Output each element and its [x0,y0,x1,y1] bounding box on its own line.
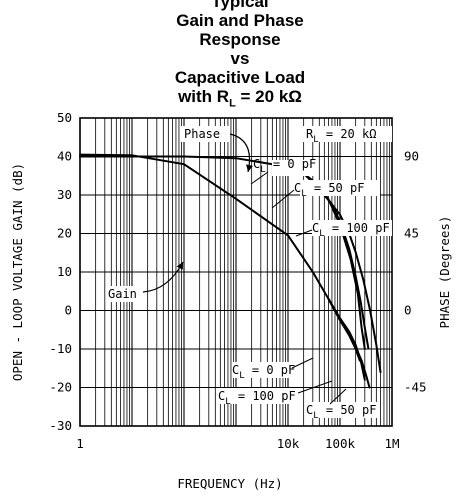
gain-tick-label: 0 [64,303,72,318]
phase-cl-100pf-label: CL = 100 pF [312,221,390,239]
phase-cl-50pf-label: CL = 50 pF [294,181,364,199]
gain-tick-label: -10 [49,341,72,356]
x-tick-label: 1M [384,436,399,451]
phase-arrow-head [246,164,253,172]
tick-labels: 50 40 30 20 10 0 -10 -20 -30 90 45 0 -45 1 10k 100k 1M [49,110,426,451]
gain-tick-label: 20 [57,226,72,241]
gain-label: Gain [108,287,137,301]
chart-title: Typical Gain and Phase Response vs Capac… [100,0,380,113]
chart-annotations: RL = 20 kΩ Phase Gain CL = 0 pF CL = 50 pF CL… [106,126,392,421]
phase-cl-50pf-leader [271,189,295,209]
y-axis-label: OPEN - LOOP VOLTAGE GAIN (dB) [10,163,25,381]
gain-cl-0pf-label: CL = 0 pF [232,363,295,381]
label-background [218,388,296,404]
phase-tick-label: 0 [404,303,412,318]
gain-cl-100pf-leader [297,380,333,394]
gain-arrow-head [176,262,183,270]
phase-curve-phase-c-l-50-pf [302,172,382,374]
gain-tick-label: 10 [57,264,72,279]
x-axis-label: FREQUENCY (Hz) [177,476,282,491]
plot-border [79,117,393,427]
gain-tick-label: -30 [49,418,72,433]
label-background [300,180,380,196]
label-background [300,126,392,142]
phase-label: Phase [184,127,220,141]
gain-cl-50pf-leader [329,388,347,405]
title-line-1: Typical [211,0,269,11]
label-background [180,126,230,142]
phase-cl-0pf-leader [250,171,269,185]
phase-cl-0pf-label: CL = 0 pF [253,157,316,175]
x-tick-label: 100k [325,436,356,451]
axis-labels: FREQUENCY (Hz) OPEN - LOOP VOLTAGE GAIN (… [10,163,452,491]
phase-tick-label: -45 [404,380,427,395]
title-line-2: Gain and Phase [176,11,304,30]
chart-grid [79,117,392,427]
title-line-6: with RL = 20 kΩ [100,87,380,113]
x-tick-label: 10k [277,436,300,451]
gain-cl-50pf-label: CL = 50 pF [306,403,376,421]
gain-tick-label: 40 [57,149,72,164]
plot-frame [79,117,393,427]
label-background [232,362,298,378]
label-background [312,220,392,236]
title-rl-prefix: with R [178,87,230,106]
phase-tick-label: 90 [404,149,419,164]
label-background [272,160,316,176]
label-background [306,402,380,418]
gain-tick-label: -20 [49,380,72,395]
phase-tick-label: 45 [404,226,419,241]
gain-curve-gain-c-l-100-pf [327,297,366,381]
gain-tick-label: 30 [57,187,72,202]
phase-cl-100pf-leader [295,229,313,237]
gain-cl-100pf-label: CL = 100 pF [218,389,296,407]
gain-cl-0pf-leader [291,357,314,369]
rl-label: RL = 20 kΩ [306,127,376,145]
title-line-4: vs [230,49,250,68]
y2-axis-label: PHASE (Degrees) [437,216,452,329]
gain-tick-label: 50 [57,110,72,125]
title-rl-suffix: = 20 kΩ [235,87,302,106]
title-line-5: Capacitive Load [174,68,306,87]
x-tick-label: 1 [76,436,84,451]
title-rl-subscript: L [229,97,236,110]
title-line-3: Response [199,30,281,49]
label-background [106,286,144,302]
